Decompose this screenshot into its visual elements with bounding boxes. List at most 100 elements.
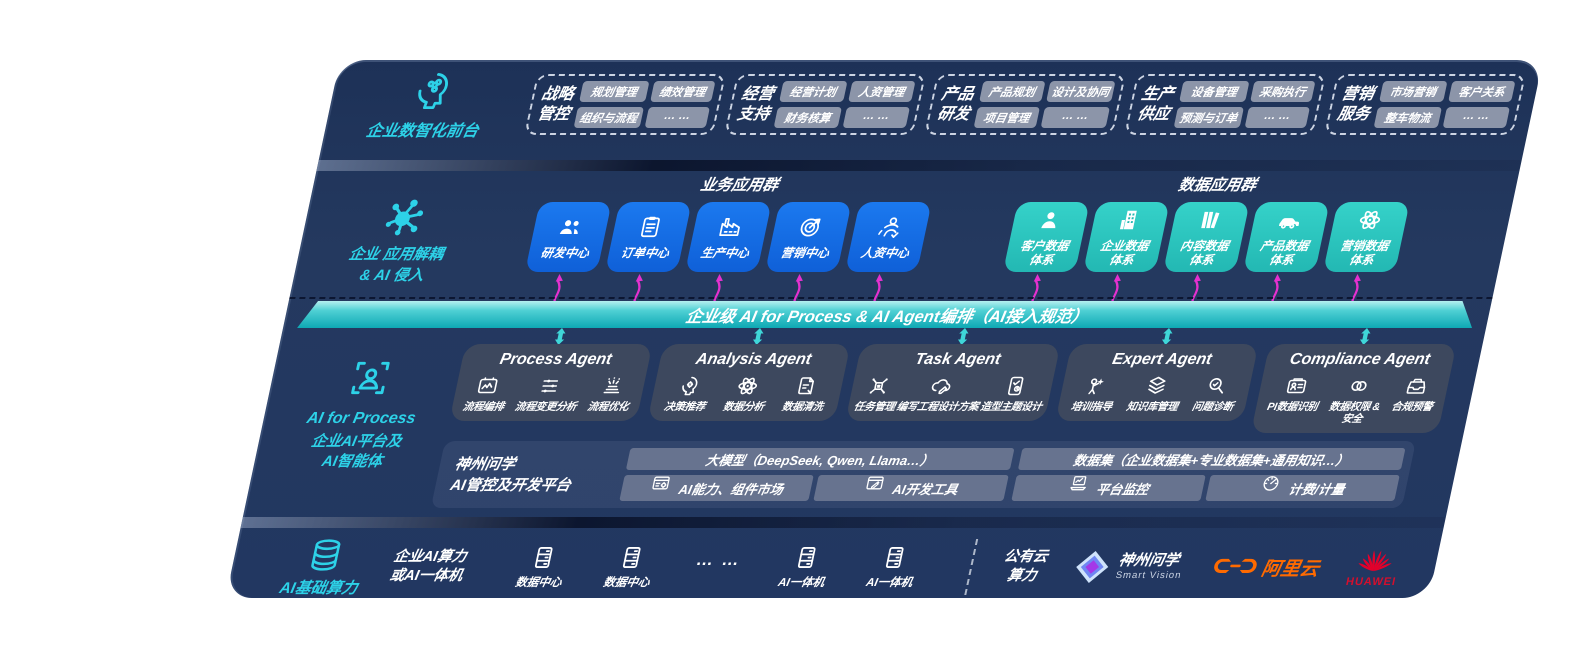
app-box-label: 营销数据 体系	[1339, 238, 1391, 267]
capability-chip: 组织与流程	[573, 107, 644, 128]
platform-tool-label: AI开发工具	[891, 481, 960, 497]
app-column: 产品数据 体系	[1236, 202, 1330, 306]
divider-dashed-vertical	[964, 539, 978, 596]
capability-chip: … …	[1244, 107, 1311, 128]
cloud-line1: 公有云	[1002, 548, 1050, 565]
agent-block: Expert Agent 培训指导 知识库管理 问题诊断	[1053, 328, 1262, 433]
app-box: 营销数据 体系	[1322, 202, 1410, 272]
atom-icon	[1354, 207, 1386, 233]
building-icon	[1114, 207, 1146, 233]
app-box-label: 生产中心	[699, 245, 751, 260]
dataset-cell: 数据集（企业数据集+专业数据集+通用知识…） 平台监控 计费/计量	[1010, 448, 1406, 502]
cloud-line2: 算力	[1005, 568, 1039, 585]
agent-item-label: 流程优化	[586, 401, 630, 413]
huawei-name: HUAWEI	[1344, 575, 1398, 588]
enterprise-compute-label: 企业AI算力 或AI一体机	[388, 548, 469, 587]
database-icon	[302, 536, 348, 574]
diagnose-icon	[1203, 374, 1232, 398]
app-column: 生产中心	[678, 202, 772, 306]
capability-chip: … …	[1040, 107, 1111, 128]
app-box: 订单中心	[604, 202, 692, 272]
app-column: 企业数据 体系	[1076, 202, 1170, 306]
team-icon	[875, 214, 907, 240]
agent-item-label: 数据权限 & 安全	[1327, 401, 1382, 426]
capability-chip: 绩效管理	[649, 81, 716, 102]
capability-chip: 设备管理	[1179, 81, 1250, 102]
capability-chip: 财务核算	[773, 107, 842, 128]
agent-card: Process Agent 流程编排 流程变更分析 流程优化	[449, 344, 653, 422]
front-office-group-title: 战略 管控	[535, 86, 576, 123]
headgear-icon	[674, 374, 703, 398]
agent-item-label: 流程编排	[461, 401, 505, 413]
app-box-label: 客户数据 体系	[1019, 238, 1071, 267]
app-box-label: 营销中心	[779, 245, 831, 260]
capability-chip: 设计及协同	[1045, 81, 1116, 102]
app-column: 人资中心	[838, 202, 932, 306]
front-office-group: 战略 管控 规划管理 绩效管理 组织与流程… …	[524, 74, 727, 135]
agent-item: 问题诊断	[1191, 374, 1240, 413]
capability-chip: 人资管理	[847, 81, 916, 102]
compute-line2: 或AI一体机	[388, 568, 465, 585]
agent-item: 造型主题设计	[979, 374, 1049, 413]
platform-tool-chip: 计费/计量	[1204, 475, 1400, 502]
huawei-logo: HUAWEI	[1345, 547, 1404, 588]
ai-bus-zone: 企业级 AI for Process & AI Agent编排（AI接入规范）	[283, 297, 1493, 328]
agent-item: 知识库管理	[1125, 374, 1184, 413]
agent-card: Expert Agent 培训指导 知识库管理 问题诊断	[1055, 344, 1259, 422]
front-office-label: 企业数智化前台	[364, 123, 481, 140]
molecule-icon	[377, 195, 430, 239]
platform-name-line2: AI管控及开发平台	[448, 476, 573, 494]
front-office-group-title: 经营 支持	[735, 86, 776, 123]
agent-items: 培训指导 知识库管理 问题诊断	[1063, 374, 1246, 413]
front-office-chip-grid: 规划管理 绩效管理 组织与流程… …	[573, 81, 716, 128]
infra-node: 数据中心	[514, 544, 570, 590]
agent-title: Process Agent	[498, 351, 614, 368]
app-column: 内容数据 体系	[1156, 202, 1250, 306]
idcard-icon	[1282, 374, 1311, 398]
front-office-row: 企业数智化前台 战略 管控 规划管理 绩效管理 组织与流程… … 经营 支持 经营计划 人资管理…	[319, 60, 1543, 160]
front-office-groups: 战略 管控 规划管理 绩效管理 组织与流程… … 经营 支持 经营计划 人资管理 财务核算… … 产…	[524, 74, 1527, 135]
agent-item: 流程变更分析	[514, 374, 584, 413]
agent-item: 任务管理	[853, 374, 902, 413]
data-app-cluster: 数据应用群 客户数据 体系 企业数据 体系 内容数据 体系 产品数据 体系 营销数据 体系	[996, 173, 1416, 306]
agent-item-label: 数据清洗	[780, 401, 825, 413]
sliders-icon	[536, 374, 565, 398]
robot-icon	[864, 374, 893, 398]
platform-tool-label: 平台监控	[1094, 481, 1151, 497]
agent-item-label: 编写工程设计方案	[895, 401, 980, 413]
platform-name-line1: 神州问学	[453, 455, 517, 473]
platform-tool-label: 计费/计量	[1287, 481, 1347, 497]
agent-item: 合规预警	[1390, 374, 1439, 413]
ai-bus-band: 企业级 AI for Process & AI Agent编排（AI接入规范）	[297, 301, 1478, 328]
agent-item: 培训指导	[1070, 374, 1119, 413]
business-cluster-title: 业务应用群	[698, 177, 780, 194]
agent-items: 流程编排 流程变更分析 流程优化	[457, 374, 640, 413]
infra-label-block: AI基础算力	[278, 536, 369, 598]
aliyun-name: 阿里云	[1259, 558, 1322, 580]
agent-item-label: 流程变更分析	[513, 401, 578, 413]
front-office-chip-grid: 市场营销 客户关系 整车物流… …	[1373, 81, 1516, 128]
inbox-icon	[1402, 374, 1431, 398]
double-arrow-icon	[1355, 328, 1375, 345]
agent-block: Process Agent 流程编排 流程变更分析 流程优化	[447, 328, 656, 433]
front-office-group-title: 产品 研发	[935, 86, 976, 123]
platform-tool-chip: AI开发工具	[813, 475, 1009, 502]
front-office-label-block: 企业数智化前台	[323, 70, 533, 141]
agent-item-label: 数据分析	[721, 401, 766, 413]
app-box-label: 内容数据 体系	[1179, 238, 1231, 267]
user-icon	[1034, 207, 1066, 233]
agent-item-label: 决策推荐	[662, 401, 707, 413]
books-icon	[1194, 207, 1226, 233]
app-column: 订单中心	[598, 202, 692, 306]
capability-chip: … …	[644, 107, 711, 128]
app-box: 产品数据 体系	[1242, 202, 1330, 272]
app-box: 企业数据 体系	[1082, 202, 1170, 272]
app-box-label: 企业数据 体系	[1099, 238, 1151, 267]
agent-title: Compliance Agent	[1288, 351, 1432, 368]
optimize-icon	[598, 374, 627, 398]
agent-item-label: 造型主题设计	[979, 401, 1043, 413]
infra-label: AI基础算力	[277, 580, 359, 598]
front-office-chip-grid: 设备管理 采购执行 预测与订单… …	[1173, 81, 1316, 128]
platform-name: 神州问学 AI管控及开发平台	[442, 454, 621, 496]
infra-node-label: AI一体机	[776, 577, 826, 590]
